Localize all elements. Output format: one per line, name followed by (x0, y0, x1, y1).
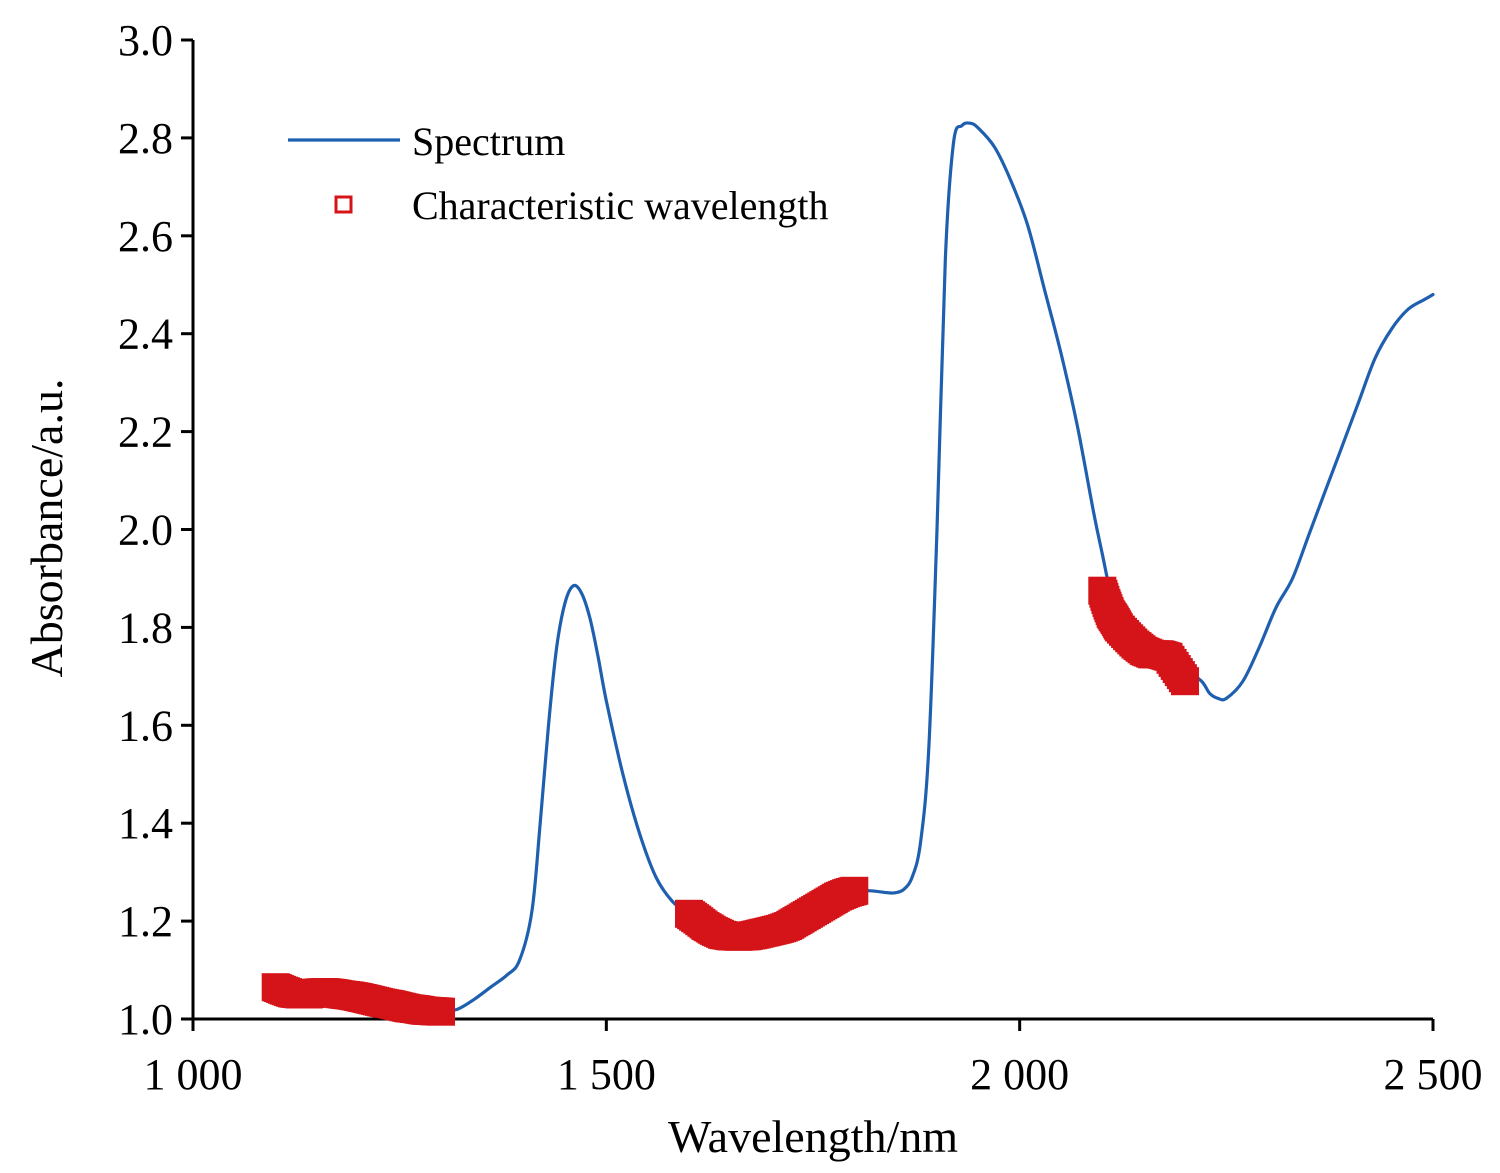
legend-spectrum-label: Spectrum (412, 119, 565, 164)
x-tick-label: 2 000 (970, 1050, 1069, 1099)
y-tick-label: 1.2 (118, 897, 173, 946)
x-tick-label: 2 500 (1384, 1050, 1483, 1099)
legend-characteristic-swatch (334, 195, 353, 214)
y-tick-label: 1.8 (118, 603, 173, 652)
y-tick-label: 1.0 (118, 995, 173, 1044)
y-tick-label: 2.4 (118, 310, 173, 359)
x-tick-label: 1 500 (557, 1050, 656, 1099)
y-tick-label: 2.8 (118, 114, 173, 163)
y-axis-ticks: 1.0 1.2 1.4 1.6 1.8 2.0 2.2 2.4 2.6 2.8 3.0 (118, 16, 193, 1044)
y-tick-label: 2.0 (118, 506, 173, 555)
characteristic-wavelength-markers (261, 576, 1199, 1026)
y-axis-title: Absorbance/a.u. (21, 379, 72, 678)
x-axis-ticks: 1 000 1 500 2 000 2 500 (144, 1019, 1483, 1099)
y-tick-label: 2.2 (118, 408, 173, 457)
y-tick-label: 2.6 (118, 212, 173, 261)
x-tick-label: 1 000 (144, 1050, 243, 1099)
series-layer (261, 121, 1435, 1026)
legend: Spectrum Characteristic wavelength (288, 119, 828, 228)
characteristic-wavelength-marker (1171, 667, 1199, 696)
characteristic-wavelength-marker (427, 997, 455, 1026)
legend-characteristic-label: Characteristic wavelength (412, 183, 828, 228)
x-axis-title: Wavelength/nm (668, 1111, 958, 1162)
spectrum-line (274, 121, 1435, 1014)
y-tick-label: 3.0 (118, 16, 173, 65)
y-tick-label: 1.6 (118, 701, 173, 750)
characteristic-wavelength-marker (840, 876, 869, 905)
y-tick-label: 1.4 (118, 799, 173, 848)
